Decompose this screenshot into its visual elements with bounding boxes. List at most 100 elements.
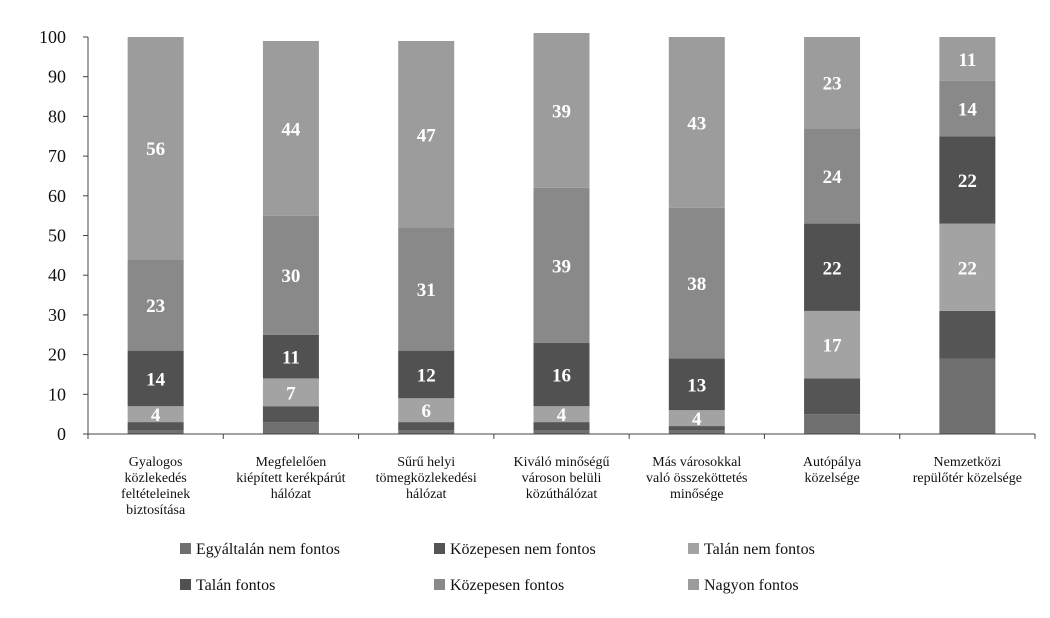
legend-label: Talán fontos (196, 577, 275, 594)
bar-segment (398, 227, 455, 351)
bar-segment (533, 430, 590, 434)
data-label: 31 (417, 280, 436, 301)
bar-segment (804, 37, 861, 129)
y-tick-label: 10 (48, 384, 66, 404)
legend-swatch (688, 579, 699, 590)
bar-segment (668, 358, 725, 411)
bar-segment (668, 430, 725, 434)
bar-segment (262, 215, 319, 335)
bar-segment (127, 406, 184, 423)
legend-swatch (688, 543, 699, 554)
data-label: 30 (281, 266, 300, 287)
data-label: 22 (958, 171, 977, 192)
data-label: 13 (687, 375, 706, 396)
data-label: 4 (692, 409, 702, 430)
bar-segment (939, 310, 996, 359)
data-label: 17 (823, 336, 843, 357)
bar-segment (398, 40, 455, 228)
x-category-label: Autópálya közelsége (803, 455, 862, 486)
legend-label: Talán nem fontos (704, 541, 815, 558)
bars: 4 14 23 56 7 11 30 44 6 12 31 47 4 16 39 39 4 13 38 43 17 22 2… (127, 33, 996, 434)
bar-segment (804, 128, 861, 224)
x-category-label: Megfelelően kiépített kerékpárút hálózat (236, 455, 345, 502)
data-label: 43 (687, 113, 706, 134)
bar-segment (533, 342, 590, 407)
y-tick-label: 0 (57, 424, 66, 444)
y-tick-label: 60 (48, 186, 66, 206)
bar-segment (262, 334, 319, 379)
x-category-label: Sűrű helyi tömegközlekedési hálózat (376, 455, 477, 502)
data-label: 39 (552, 256, 571, 277)
bar-segment (262, 40, 319, 216)
data-label: 4 (557, 405, 567, 426)
bar-segment (127, 422, 184, 431)
bar-segment (127, 259, 184, 351)
bar-segment (127, 37, 184, 260)
bar-segment (939, 80, 996, 137)
y-tick-label: 70 (48, 146, 66, 166)
x-category-label: Más városokkal való összeköttetés minősége (646, 455, 747, 502)
data-label: 23 (146, 296, 165, 317)
data-label: 24 (823, 167, 843, 188)
y-tick-label: 100 (39, 27, 66, 47)
bar-segment (533, 33, 590, 188)
data-label: 38 (687, 274, 706, 295)
data-label: 39 (552, 101, 571, 122)
bar-segment (398, 398, 455, 423)
bar-segment (127, 430, 184, 434)
data-label: 16 (552, 365, 571, 386)
legend-swatch (434, 543, 445, 554)
data-label: 44 (281, 119, 301, 140)
bar-segment (804, 414, 861, 434)
legend-swatch (180, 579, 191, 590)
data-label: 14 (958, 99, 978, 120)
data-label: 22 (958, 258, 977, 279)
bar-segment (127, 350, 184, 407)
bar-segment (398, 422, 455, 431)
bar-segment (668, 37, 725, 208)
bar-segment (533, 422, 590, 431)
bar-segment (939, 223, 996, 311)
legend: Egyáltalán nem fontos Közepesen nem fonto… (180, 541, 815, 594)
data-label: 11 (282, 348, 300, 369)
data-label: 12 (417, 365, 436, 386)
bar-segment (262, 422, 319, 434)
legend-label: Nagyon fontos (704, 577, 799, 594)
bar-segment (668, 207, 725, 359)
legend-swatch (434, 579, 445, 590)
y-tick-label: 30 (48, 305, 66, 325)
bar-segment (262, 406, 319, 423)
y-tick-label: 80 (48, 106, 66, 126)
data-label: 47 (417, 125, 437, 146)
data-label: 22 (823, 258, 842, 279)
bar-segment (668, 410, 725, 427)
legend-label: Közepesen fontos (450, 577, 564, 594)
legend-swatch (180, 543, 191, 554)
bar-segment (398, 350, 455, 399)
x-category-label: Gyalogos közlekedés feltételeinek biztosítá… (121, 455, 190, 518)
bar-segment (398, 430, 455, 434)
bar-segment (804, 223, 861, 311)
bar-segment (262, 378, 319, 407)
bar-segment (533, 187, 590, 343)
legend-label: Egyáltalán nem fontos (196, 541, 340, 558)
bar-segment (804, 378, 861, 415)
data-label: 56 (146, 139, 165, 160)
data-label: 4 (151, 405, 161, 426)
x-category-label: Kiváló minőségű városon belüli közúthálóza… (513, 455, 609, 502)
y-axis: 0 10 20 30 40 50 60 70 80 90 100 (39, 27, 89, 444)
bar-segment (939, 136, 996, 224)
y-tick-label: 50 (48, 226, 66, 246)
x-axis: Gyalogos közlekedés feltételeinek biztosítá… (87, 433, 1036, 518)
data-label: 7 (286, 383, 296, 404)
y-tick-label: 20 (48, 345, 66, 365)
bar-segment (939, 358, 996, 434)
data-label: 14 (146, 369, 166, 390)
data-label: 23 (823, 74, 842, 95)
data-label: 6 (421, 401, 431, 422)
bar-segment (668, 426, 725, 431)
bar-segment (804, 310, 861, 379)
y-tick-label: 90 (48, 67, 66, 87)
x-category-label: Nemzetközi repülőtér közelsége (913, 455, 1022, 486)
